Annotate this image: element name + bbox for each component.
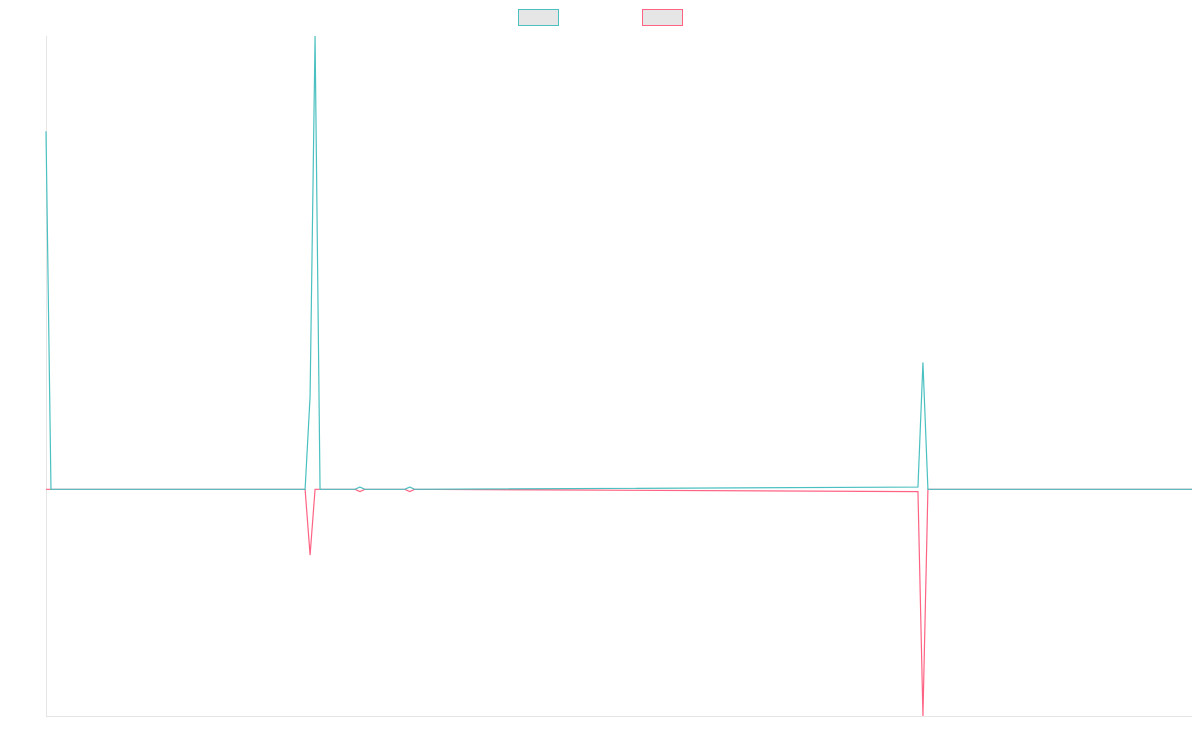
series-line [45,35,1192,490]
series-line [46,488,1192,717]
legend-swatch [518,9,559,26]
legend-swatch [642,9,683,26]
